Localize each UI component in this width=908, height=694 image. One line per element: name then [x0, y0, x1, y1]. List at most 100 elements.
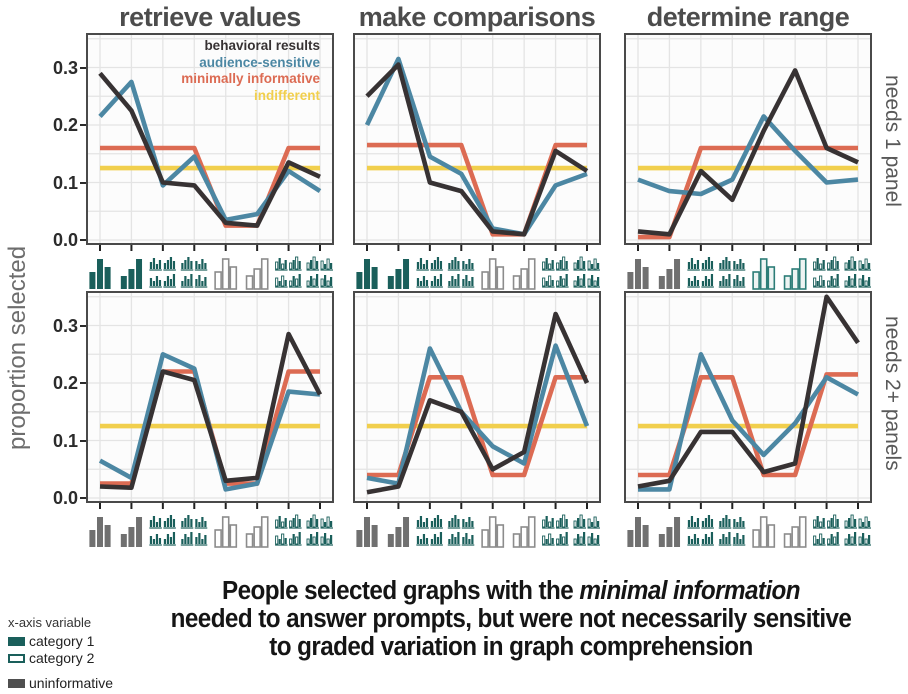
y-tick-mark	[80, 66, 86, 69]
column-title-make-comparisons: make comparisons	[358, 2, 596, 32]
xaxis-icon-bar-chart	[120, 517, 143, 547]
panel-retrieve-values-2plus	[86, 291, 334, 549]
caption-line-3: to graded variation in graph comprehensi…	[269, 633, 753, 661]
legend-item-category-2: category 2	[8, 650, 113, 666]
panel-chart	[86, 33, 334, 290]
legend-indifferent: indifferent	[254, 87, 320, 103]
xaxis-icon-facet-grid	[149, 257, 176, 288]
xaxis-icon-facet-grid	[718, 257, 746, 288]
y-tick-label: 0.1	[52, 430, 78, 451]
xaxis-icon-bar-chart	[387, 517, 410, 547]
xaxis-icon-bar-chart	[89, 259, 111, 289]
line-audience	[98, 79, 322, 223]
xaxis-icon-facet-grid	[416, 515, 443, 546]
panel-chart	[624, 291, 872, 548]
y-tick-mark	[80, 181, 86, 184]
xaxis-icon-bar-chart	[627, 517, 649, 547]
xaxis-icon-facet-grid-mixed	[306, 256, 333, 288]
legend-audience-sensitive: audience-sensitive	[199, 54, 320, 70]
x-axis-variable-legend: x-axis variable category 1 category 2 un…	[8, 615, 113, 691]
xaxis-icon-facet-grid-mixed	[844, 514, 871, 546]
xaxis-icon-facet-grid	[687, 257, 714, 288]
column-title-determine-range: determine range	[646, 2, 850, 32]
panel-determine-range-2plus	[624, 291, 872, 549]
xaxis-icon-bar-chart	[356, 517, 378, 547]
y-axis-label: proportion selected	[4, 245, 31, 450]
xaxis-icon-facet-grid-mixed	[813, 256, 840, 288]
xaxis-icon-bar-chart	[214, 516, 238, 548]
category-1-swatch-icon	[8, 636, 25, 646]
figure-caption: People selected graphs with the minimal …	[134, 577, 888, 661]
line-behavioral	[637, 294, 860, 489]
y-tick-label: 0.3	[52, 57, 78, 78]
y-tick-mark	[80, 439, 86, 442]
xaxis-icon-bar-chart	[481, 516, 505, 548]
x-axis-variable-header: x-axis variable	[8, 615, 92, 630]
line-behavioral	[637, 68, 859, 237]
xaxis-icon-bar-chart	[245, 258, 269, 290]
y-tick-mark	[80, 124, 86, 126]
xaxis-icon-bar-chart	[512, 258, 536, 290]
panel-chart	[624, 33, 872, 290]
y-tick-label: 0.0	[52, 230, 78, 250]
xaxis-icon-facet-grid-mixed	[844, 256, 871, 288]
series-legend: behavioral results audience-sensitive mi…	[86, 38, 326, 104]
xaxis-icon-facet-grid-mixed	[275, 514, 302, 546]
line-behavioral	[98, 71, 321, 228]
xaxis-icon-facet-grid	[180, 515, 208, 546]
xaxis-icon-bar-chart	[387, 259, 410, 289]
panel-chart	[353, 291, 601, 548]
legend-minimally-informative: minimally informative	[181, 71, 320, 86]
xaxis-icon-bar-chart	[481, 258, 505, 290]
xaxis-icon-bar-chart	[214, 258, 238, 290]
xaxis-icon-facet-grid-mixed	[275, 256, 302, 288]
y-tick-label: 0.1	[52, 172, 78, 193]
column-title-retrieve-values: retrieve values	[119, 2, 301, 32]
xaxis-icon-bar-chart	[783, 258, 807, 290]
xaxis-icon-bar-chart	[752, 516, 776, 548]
xaxis-icon-facet-grid-mixed	[573, 514, 600, 546]
legend-item-uninformative: uninformative	[8, 675, 113, 691]
y-tick-label: 0.0	[52, 488, 78, 508]
line-audience	[637, 114, 859, 197]
line-behavioral	[366, 311, 590, 495]
xaxis-icon-bar-chart	[89, 517, 111, 547]
xaxis-icon-bar-chart	[512, 516, 536, 548]
line-audience	[364, 56, 588, 237]
legend-behavioral-results: behavioral results	[204, 38, 320, 53]
y-tick-label: 0.3	[52, 315, 78, 336]
xaxis-icon-facet-grid	[180, 257, 208, 288]
xaxis-icon-bar-chart	[752, 258, 776, 290]
y-tick-label: 0.2	[52, 115, 78, 135]
xaxis-icon-bar-chart	[658, 259, 681, 289]
line-audience	[638, 351, 860, 492]
legend-item-category-1: category 1	[8, 633, 113, 649]
xaxis-icon-facet-grid-mixed	[306, 514, 333, 546]
panel-make-comparisons-2plus	[353, 291, 601, 549]
caption-highlight: minimal information	[579, 577, 801, 605]
xaxis-icon-facet-grid-mixed	[542, 514, 569, 546]
y-tick-label: 0.2	[52, 373, 78, 393]
panel-chart	[353, 33, 601, 290]
line-behavioral	[99, 331, 323, 490]
xaxis-icon-facet-grid-mixed	[813, 514, 840, 546]
panel-chart	[86, 291, 334, 548]
xaxis-icon-facet-grid-mixed	[542, 256, 569, 288]
y-tick-mark	[80, 382, 86, 384]
caption-line-2: needed to answer prompts, but were not n…	[170, 605, 852, 633]
y-tick-mark	[80, 324, 86, 327]
xaxis-icon-bar-chart	[245, 516, 269, 548]
xaxis-icon-facet-grid	[149, 515, 176, 546]
caption-line-1: People selected graphs with the minimal …	[221, 577, 801, 605]
row-label-needs-2-panels: needs 2+ panels	[881, 316, 904, 471]
xaxis-icon-bar-chart	[658, 517, 681, 547]
y-tick-mark	[80, 497, 86, 499]
line-audience	[366, 343, 590, 486]
category-2-swatch-icon	[8, 653, 25, 663]
xaxis-icon-facet-grid	[687, 515, 714, 546]
panel-make-comparisons-1	[353, 33, 601, 291]
xaxis-icon-facet-grid	[447, 257, 475, 288]
row-label-needs-1-panel: needs 1 panel	[881, 75, 904, 207]
xaxis-icon-bar-chart	[783, 516, 807, 548]
